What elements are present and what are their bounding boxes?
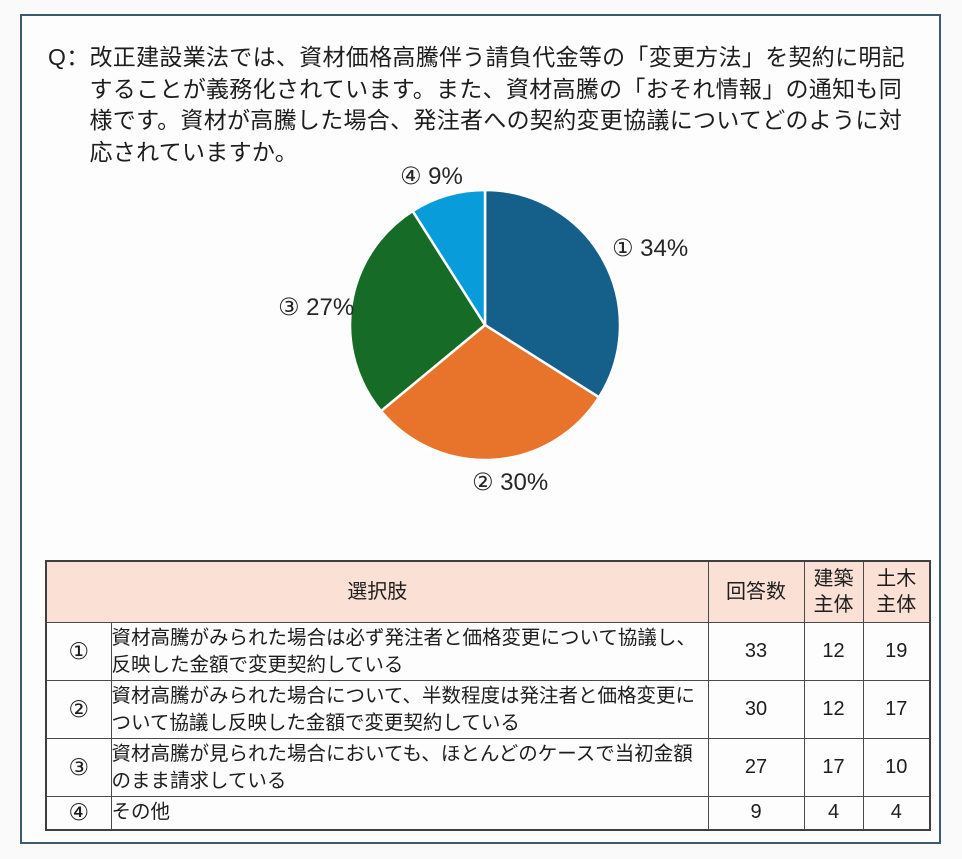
row-answers: 27 (707, 738, 805, 797)
pie-label-1: ① 34% (612, 235, 689, 262)
question-prefix: Q： (48, 44, 90, 70)
question-block: Q： 改正建設業法では、資材価格高騰伴う請負代金等の「変更方法」を契約に明記 す… (48, 42, 916, 168)
question-line: 様です。資材が高騰した場合、発注者への契約変更協議についてどのように対 (89, 107, 903, 133)
question-line: 改正建設業法では、資材価格高騰伴う請負代金等の「変更方法」を契約に明記 (89, 44, 905, 70)
results-table: 選択肢 回答数 建築 主体 土木 主体 ① 資材高騰がみられた場合は必ず発注者と… (45, 560, 931, 831)
row-answers: 33 (707, 622, 805, 681)
pie-slice-④ (411, 188, 487, 327)
row-choice-text: 資材高騰がみられた場合は必ず発注者と価格変更について協議し、反映した金額で変更契… (110, 622, 709, 681)
row-choice-text: その他 (110, 796, 709, 830)
row-building: 17 (803, 738, 864, 797)
results-table-wrap: 選択肢 回答数 建築 主体 土木 主体 ① 資材高騰がみられた場合は必ず発注者と… (45, 560, 931, 831)
row-number: ③ (45, 738, 112, 797)
row-answers: 30 (707, 680, 805, 739)
header-civil: 土木 主体 (862, 560, 931, 623)
header-choice: 選択肢 (45, 560, 709, 623)
row-number: ④ (45, 796, 112, 830)
row-choice-text: 資材高騰がみられた場合について、半数程度は発注者と価格変更について協議し反映した… (110, 680, 709, 739)
row-choice-text: 資材高騰が見られた場合においても、ほとんどのケースで当初金額のまま請求している (110, 738, 709, 797)
pie-slice-③ (348, 209, 487, 413)
table-header-row: 選択肢 回答数 建築 主体 土木 主体 (45, 560, 931, 623)
header-answers: 回答数 (707, 560, 805, 623)
pie-label-2: ② 30% (472, 469, 549, 496)
question-line: 応されていますか。 (89, 138, 299, 165)
table-row: ③ 資材高騰が見られた場合においても、ほとんどのケースで当初金額のまま請求してい… (45, 738, 931, 797)
row-number: ① (45, 622, 112, 681)
row-building: 12 (803, 680, 864, 739)
row-building: 12 (803, 622, 864, 681)
row-answers: 9 (707, 796, 805, 830)
pie-label-3: ③ 27% (278, 294, 355, 321)
row-civil: 17 (862, 680, 931, 739)
row-civil: 10 (862, 738, 931, 797)
table-row: ② 資材高騰がみられた場合について、半数程度は発注者と価格変更について協議し反映… (45, 680, 931, 739)
pie-slice-② (379, 323, 601, 462)
pie-chart (348, 188, 622, 462)
table-row: ④ その他 9 4 4 (45, 796, 931, 830)
pie-label-4: ④ 9% (400, 163, 463, 190)
row-civil: 19 (862, 622, 931, 681)
header-building: 建築 主体 (803, 560, 864, 623)
question-text: 改正建設業法では、資材価格高騰伴う請負代金等の「変更方法」を契約に明記 すること… (90, 42, 917, 168)
row-number: ② (45, 680, 112, 739)
row-civil: 4 (862, 796, 931, 830)
survey-slide-frame: Q： 改正建設業法では、資材価格高騰伴う請負代金等の「変更方法」を契約に明記 す… (20, 14, 941, 844)
row-building: 4 (803, 796, 864, 830)
question-line: することが義務化されています。また、資材高騰の「おそれ情報」の通知も同 (89, 75, 903, 102)
table-row: ① 資材高騰がみられた場合は必ず発注者と価格変更について協議し、反映した金額で変… (45, 622, 931, 681)
